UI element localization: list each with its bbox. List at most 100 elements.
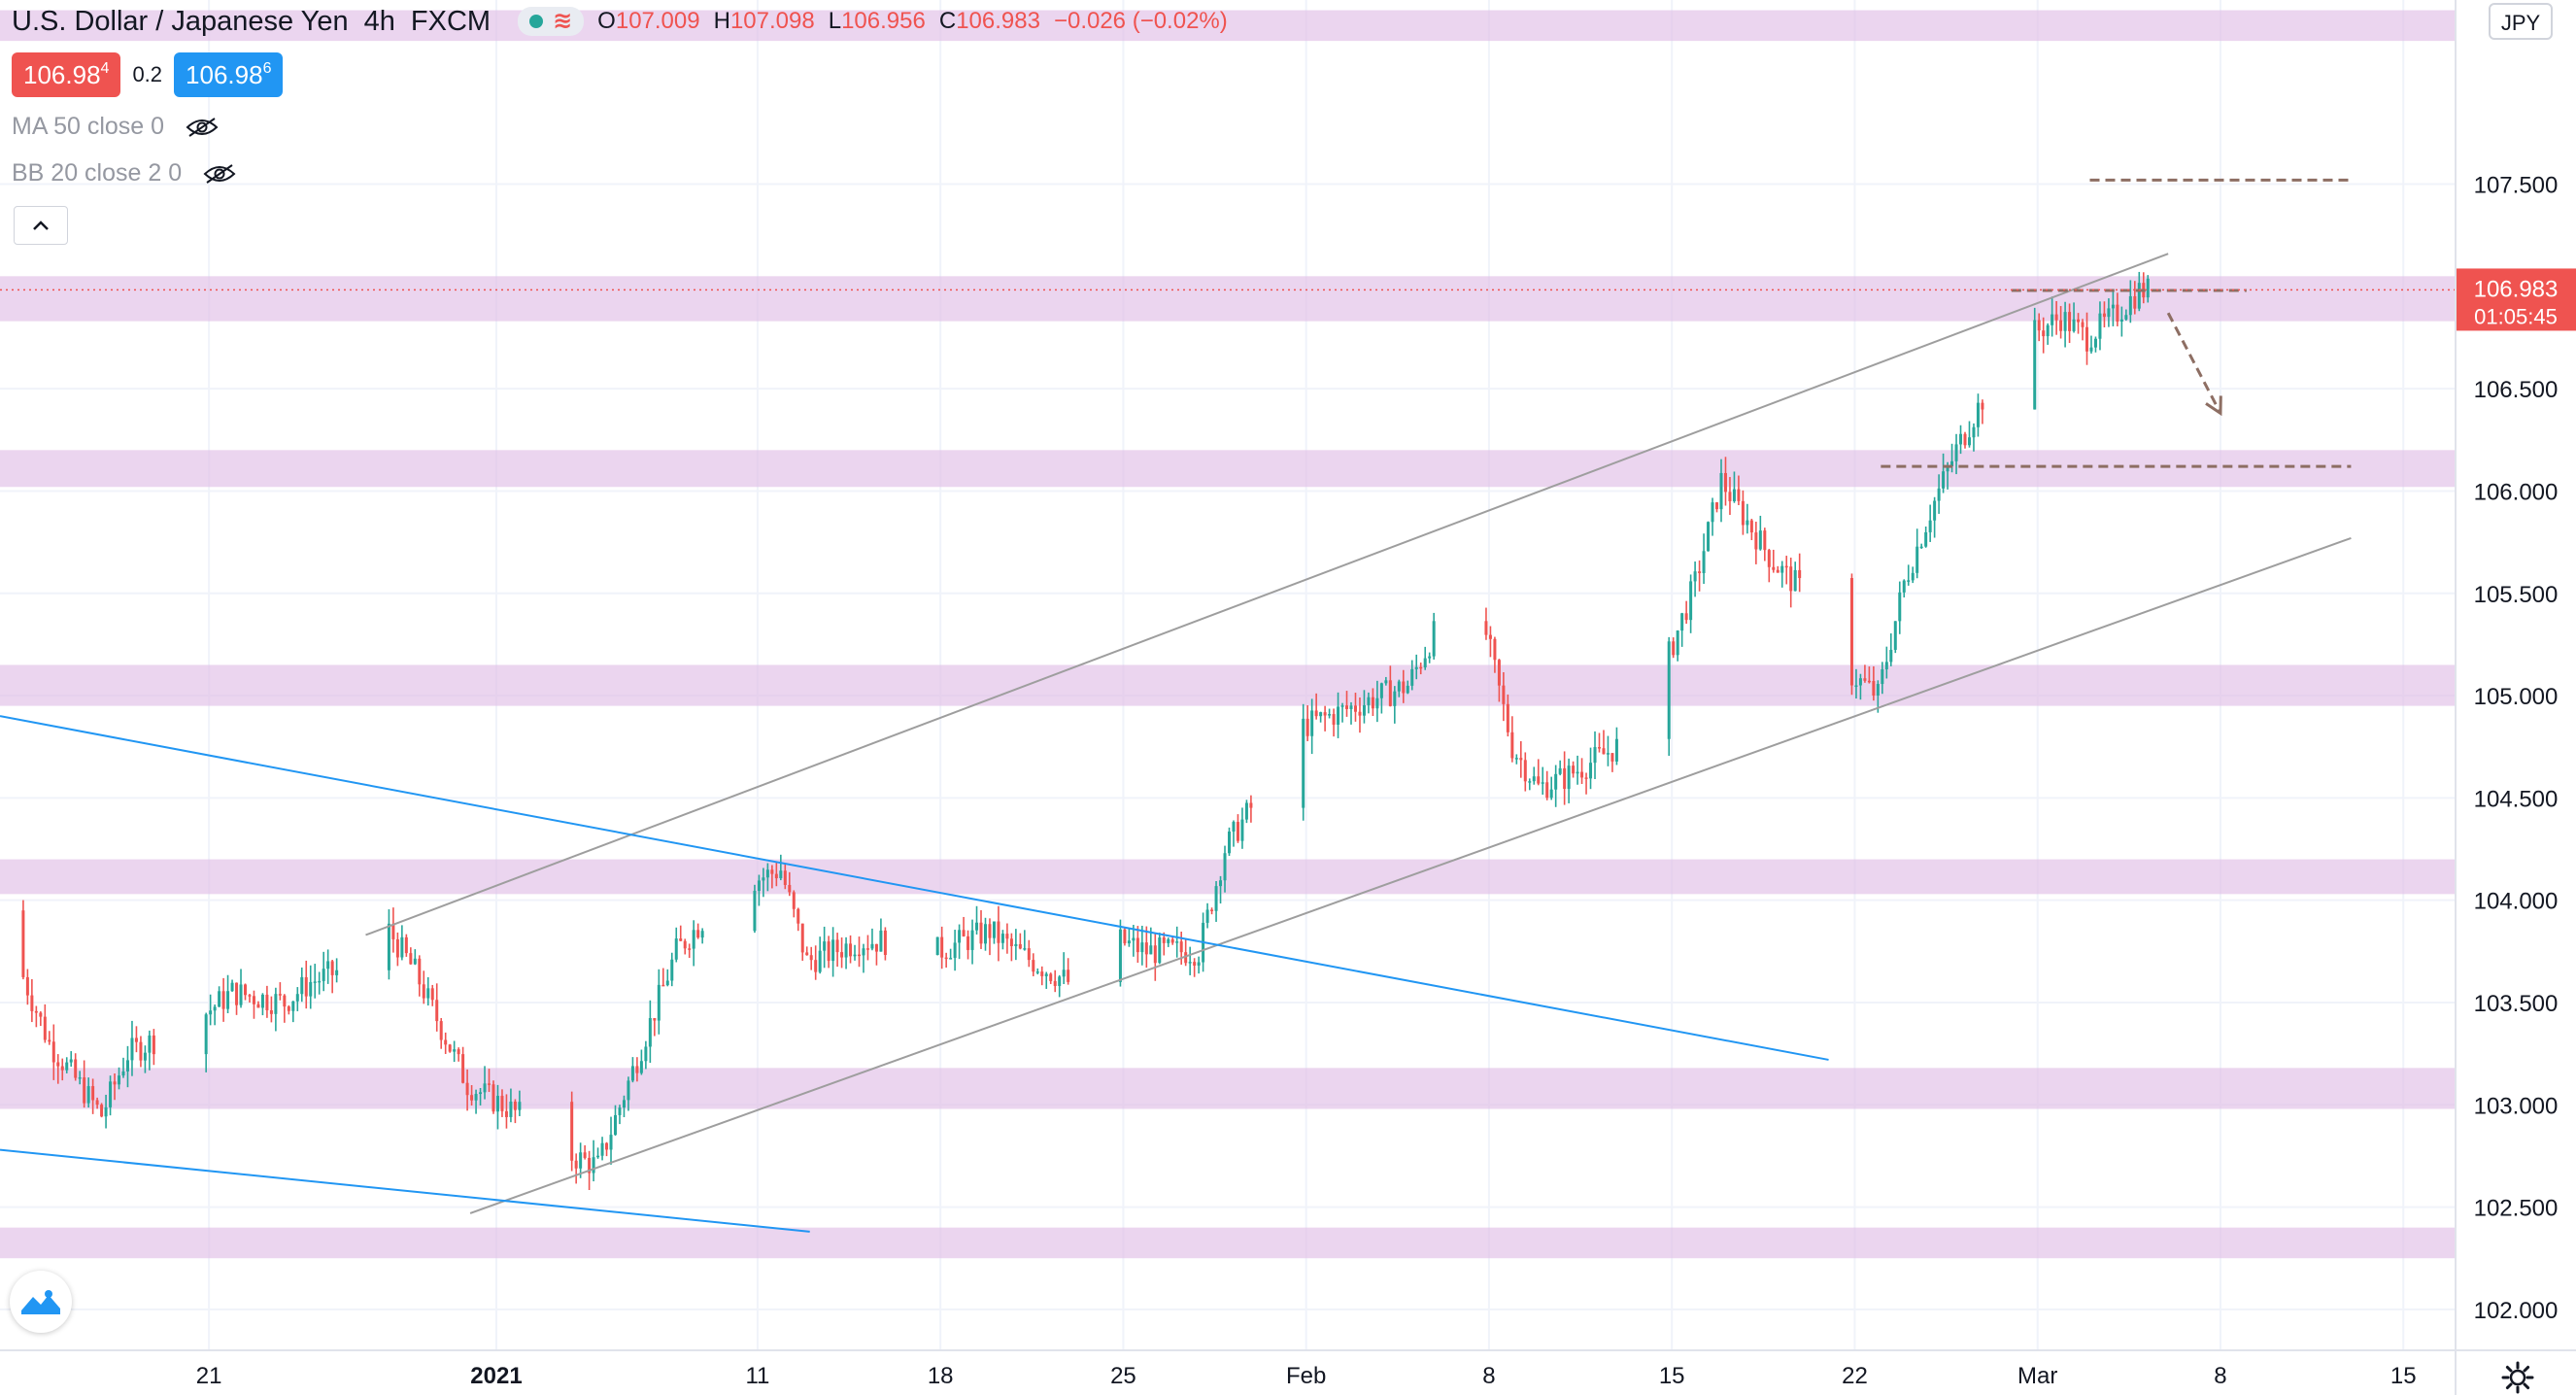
- ohlc-values: O107.009 H107.098 L106.956 C106.983 −0.0…: [597, 8, 1228, 34]
- candle-body: [1689, 581, 1693, 621]
- candle-body: [596, 1155, 600, 1158]
- candle-body: [657, 984, 661, 1021]
- collapse-legend-button[interactable]: [14, 206, 68, 245]
- candle-body: [226, 991, 230, 1009]
- candle-body: [1488, 634, 1492, 639]
- indicator-ma[interactable]: MA 50 close 0: [12, 113, 219, 141]
- candle-body: [500, 1096, 504, 1111]
- candle-body: [1393, 691, 1397, 706]
- candle-body: [1314, 710, 1318, 717]
- candle-body: [91, 1086, 95, 1101]
- candle-body: [513, 1101, 517, 1110]
- time-tick-label: 15: [1659, 1363, 1685, 1389]
- market-open-icon: [529, 15, 544, 28]
- candle-body: [461, 1054, 465, 1083]
- candle-body: [944, 957, 948, 960]
- candle-body: [1514, 758, 1518, 760]
- candle-body: [2059, 320, 2063, 331]
- candle-body: [1179, 941, 1183, 953]
- candle-body: [1319, 712, 1323, 717]
- candle-body: [661, 984, 665, 987]
- candle-body: [43, 1016, 47, 1040]
- candle-body: [1432, 621, 1436, 657]
- candle-body: [121, 1071, 125, 1076]
- candle-body: [1497, 660, 1501, 686]
- candle-body: [474, 1094, 478, 1101]
- trend-drawings: [0, 178, 2456, 1233]
- candle-body: [435, 1000, 439, 1022]
- candle-body: [783, 870, 787, 885]
- candle-body: [148, 1035, 152, 1053]
- buy-button[interactable]: 106.98 6: [174, 52, 284, 97]
- candle-body: [1388, 680, 1392, 706]
- candle-body: [2072, 319, 2076, 331]
- candle-body: [653, 1018, 657, 1021]
- candle-body: [1933, 500, 1937, 521]
- sell-button[interactable]: 106.98 4: [12, 52, 121, 97]
- candle-body: [104, 1106, 108, 1117]
- candle-body: [1118, 929, 1122, 982]
- eye-off-icon[interactable]: [203, 163, 236, 185]
- candle-body: [1197, 962, 1201, 966]
- candle-body: [1776, 569, 1779, 573]
- candle-body: [470, 1095, 474, 1101]
- market-status-pill[interactable]: ≋: [518, 7, 585, 36]
- candle-body: [579, 1152, 583, 1169]
- candle-body: [1981, 402, 1984, 410]
- candle-body: [2116, 304, 2119, 323]
- eye-off-icon[interactable]: [186, 117, 219, 138]
- candle-body: [2046, 324, 2050, 337]
- candle-body: [1919, 546, 1923, 549]
- candle-body: [1349, 705, 1353, 709]
- candle-body: [395, 938, 399, 958]
- candle-body: [1053, 980, 1057, 986]
- candle-body: [1707, 522, 1711, 552]
- candle-body: [700, 931, 704, 938]
- symbol-title[interactable]: U.S. Dollar / Japanese Yen: [12, 5, 349, 37]
- candle-body: [218, 991, 221, 1007]
- candle-body: [1332, 714, 1336, 725]
- candle-body: [1214, 886, 1218, 911]
- candle-body: [1302, 718, 1305, 808]
- candle-body: [1532, 776, 1536, 782]
- candle-body: [1593, 747, 1597, 764]
- candle-body: [983, 924, 987, 944]
- candle-body: [1545, 782, 1549, 799]
- channel-upper-line: [365, 253, 2169, 936]
- candle-body: [1698, 571, 1702, 573]
- candle-body: [1876, 684, 1880, 696]
- indicator-bb[interactable]: BB 20 close 2 0: [12, 159, 236, 187]
- candlestick-series: [21, 271, 2150, 1190]
- interval-label[interactable]: 4h: [363, 5, 395, 37]
- candle-body: [269, 1009, 273, 1014]
- price-axis[interactable]: 102.000 102.500 103.000 103.500 104.000 104.5…: [2457, 3, 2576, 1324]
- candle-body: [665, 980, 669, 986]
- candle-body: [1228, 831, 1231, 854]
- candle-body: [953, 942, 957, 959]
- tradingview-logo-button[interactable]: [10, 1271, 72, 1333]
- time-axis[interactable]: 21 2021 11 18 25 Feb 8 15 22 Mar 8 15: [196, 1363, 2417, 1389]
- candle-body: [805, 952, 809, 956]
- candle-body: [1345, 705, 1349, 709]
- last-price-marker: [2457, 268, 2576, 331]
- candle-body: [840, 952, 844, 958]
- candle-body: [1062, 970, 1066, 977]
- candle-body: [1153, 945, 1157, 964]
- indicator-label: BB 20 close 2 0: [12, 159, 183, 187]
- candle-body: [1928, 520, 1932, 532]
- candle-body: [2042, 330, 2046, 337]
- candle-body: [1942, 471, 1946, 489]
- candle-body: [630, 1066, 634, 1081]
- candle-body: [109, 1081, 113, 1107]
- candle-body: [1963, 433, 1967, 446]
- candle-body: [2077, 319, 2081, 323]
- candle-body: [958, 930, 962, 943]
- candle-body: [600, 1142, 604, 1156]
- candle-body: [1580, 771, 1584, 778]
- settings-gear-icon[interactable]: [2500, 1360, 2535, 1395]
- candle-body: [800, 923, 804, 953]
- candle-body: [457, 1049, 460, 1055]
- candle-body: [95, 1100, 99, 1106]
- candle-body: [130, 1038, 134, 1061]
